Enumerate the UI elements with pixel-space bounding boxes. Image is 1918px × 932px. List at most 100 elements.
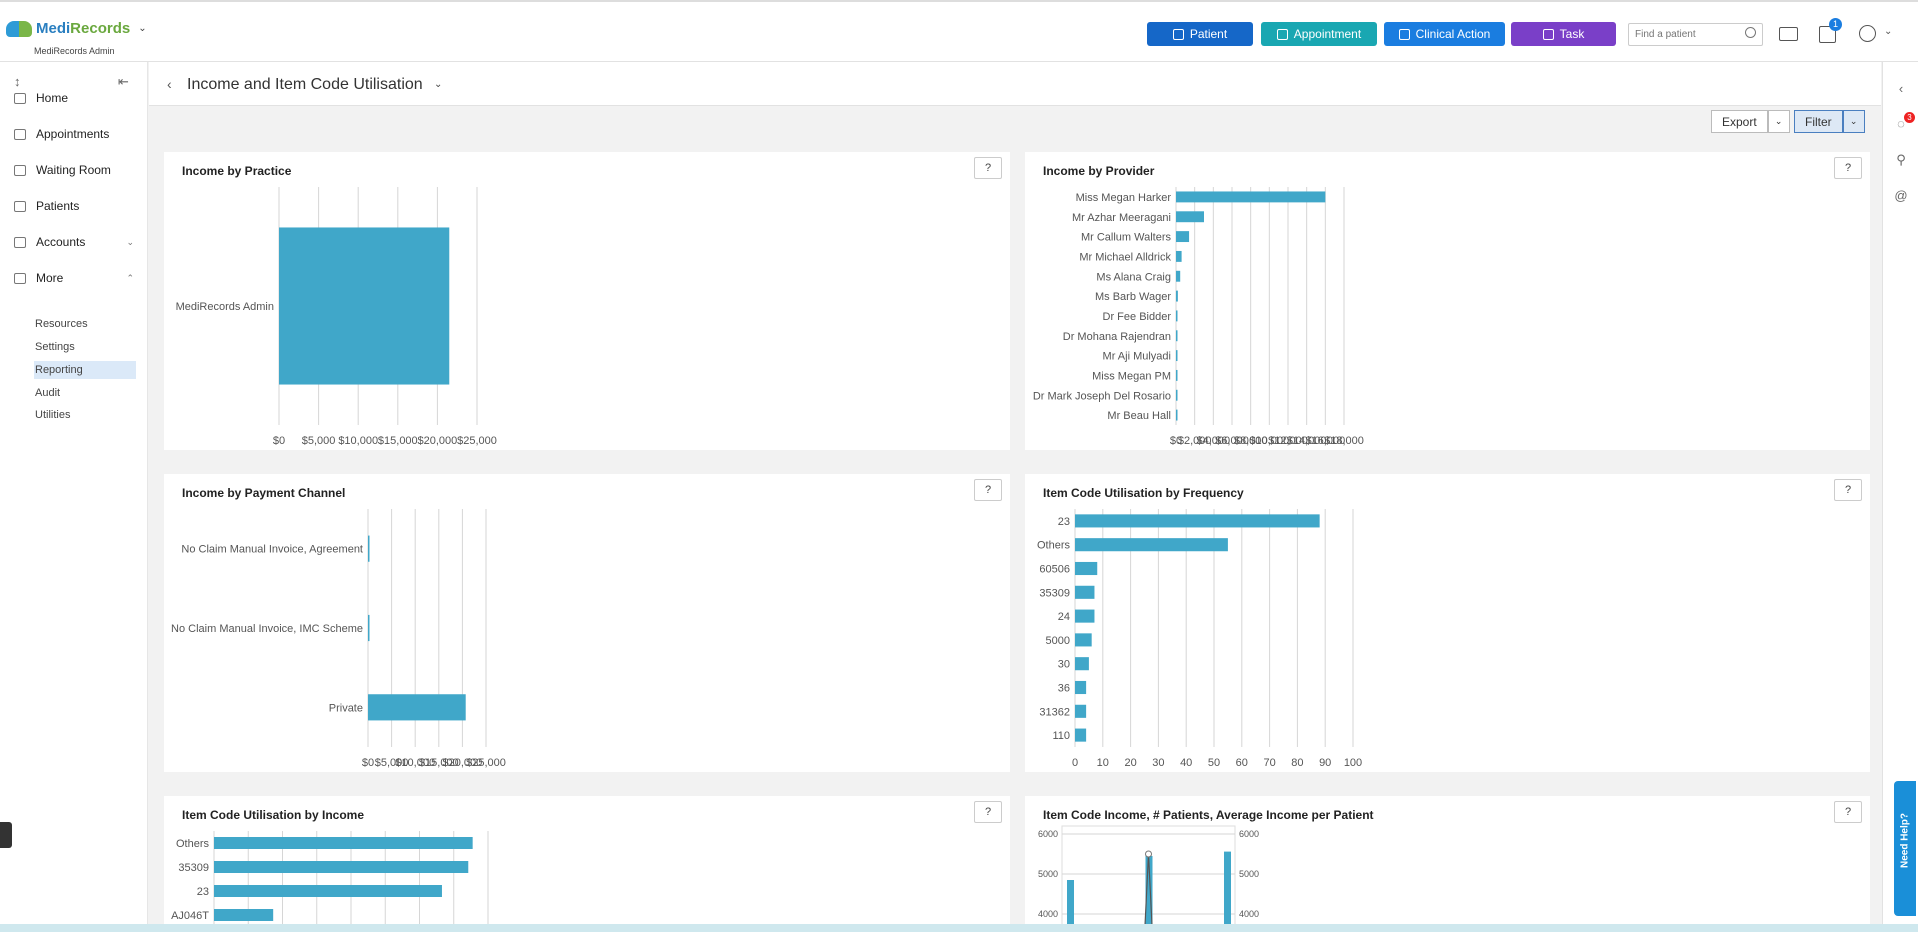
- bar: [1176, 290, 1178, 302]
- category-label: Miss Megan Harker: [1076, 192, 1172, 204]
- task-button[interactable]: Task: [1511, 22, 1616, 46]
- need-help-tab[interactable]: Need Help?: [1894, 781, 1916, 916]
- clinical-action-label: Clinical Action: [1415, 27, 1491, 41]
- chat-icon[interactable]: ◌: [1897, 116, 1905, 131]
- patient-search-input[interactable]: [1628, 23, 1763, 46]
- tick-label: $25,000: [466, 757, 506, 769]
- bar: [1176, 389, 1178, 401]
- patient-button[interactable]: Patient: [1147, 22, 1253, 46]
- tick-label: $25,000: [457, 435, 497, 447]
- tick-label: $15,000: [378, 435, 418, 447]
- tick-label: 60: [1236, 757, 1248, 769]
- sidebar-more-label: More: [36, 271, 64, 285]
- tick-label: $15,000: [419, 757, 459, 769]
- tick-label: 20: [1124, 757, 1136, 769]
- bar: [1075, 657, 1089, 671]
- help-button[interactable]: ?: [1834, 157, 1862, 179]
- tick-label: 50: [1208, 757, 1220, 769]
- bar: [1176, 191, 1326, 203]
- chart-income-by-practice: MediRecords Admin$0 $5,000 $10,000 $15,000 $…: [176, 187, 497, 447]
- tick-label: $10,000: [338, 435, 378, 447]
- sidebar-sub-settings[interactable]: Settings: [35, 341, 75, 353]
- tick-label: 90: [1319, 757, 1331, 769]
- sidebar-item-home[interactable]: Home: [0, 86, 148, 110]
- help-button[interactable]: ?: [974, 479, 1002, 501]
- y-tick-left: 5000: [1038, 869, 1058, 879]
- page-title[interactable]: Income and Item Code Utilisation: [187, 76, 423, 93]
- panel-income-by-payment-channel: Income by Payment Channel ? No Claim Man…: [164, 474, 1010, 772]
- resize-vertical-icon[interactable]: ↕: [14, 74, 21, 89]
- tick-label: $8,000: [1234, 435, 1268, 447]
- tick-label: $12,000: [1268, 435, 1308, 447]
- app-logo[interactable]: MediRecords ⌄: [6, 20, 147, 37]
- sidebar-item-waiting-room[interactable]: Waiting Room: [0, 158, 148, 182]
- back-chevron-icon[interactable]: ‹: [167, 76, 172, 92]
- title-chevron-down-icon[interactable]: ⌄: [434, 79, 443, 90]
- chevron-up-icon: ⌃: [126, 272, 134, 283]
- tick-label: $0: [1170, 435, 1182, 447]
- appointment-button[interactable]: Appointment: [1261, 22, 1377, 46]
- bar: [1075, 538, 1228, 552]
- bar: [1176, 350, 1178, 362]
- mail-icon[interactable]: [1779, 27, 1798, 41]
- app-name: MediRecords: [36, 20, 130, 37]
- bar: [1176, 310, 1178, 322]
- y-tick-right: 4000: [1239, 909, 1259, 919]
- category-label: 30: [1058, 659, 1070, 671]
- panel-item-code-combo: Item Code Income, # Patients, Average In…: [1025, 796, 1870, 924]
- sidebar-sub-utilities[interactable]: Utilities: [35, 409, 71, 421]
- category-label: Mr Callum Walters: [1081, 232, 1172, 244]
- category-label: Dr Mohana Rajendran: [1063, 331, 1171, 343]
- bar: [1075, 680, 1087, 695]
- y-tick-right: 5000: [1239, 869, 1259, 879]
- user-avatar-icon[interactable]: [1859, 25, 1876, 42]
- y-tick-right: 6000: [1239, 829, 1259, 839]
- category-label: Mr Aji Mulyadi: [1103, 351, 1171, 363]
- sidebar-sub-reporting[interactable]: Reporting: [34, 361, 136, 379]
- expand-panel-icon[interactable]: ‹: [1898, 81, 1904, 96]
- sidebar-item-appointments[interactable]: Appointments: [0, 122, 148, 146]
- sidebar-appointments-label: Appointments: [36, 127, 110, 141]
- sidebar-sub-audit[interactable]: Audit: [35, 387, 61, 399]
- calendar-icon: [1276, 28, 1288, 40]
- patient-button-label: Patient: [1189, 27, 1228, 41]
- tick-label: $5,000: [302, 435, 336, 447]
- home-icon: [14, 92, 26, 104]
- help-button[interactable]: ?: [1834, 801, 1862, 823]
- mention-icon[interactable]: @: [1894, 188, 1908, 203]
- chevron-down-icon[interactable]: ⌄: [138, 23, 147, 34]
- category-label: 23: [197, 886, 209, 898]
- clipboard-icon: [1542, 28, 1554, 40]
- bar: [214, 885, 442, 897]
- tick-label: 0: [1072, 757, 1078, 769]
- tick-label: $10,000: [395, 757, 435, 769]
- chart-item-code-combo: 6000 5000 4000 6000 5000 4000: [1038, 825, 1259, 924]
- tick-label: $0: [362, 757, 374, 769]
- search-icon[interactable]: [1745, 27, 1756, 38]
- filter-button[interactable]: Filter: [1794, 110, 1843, 133]
- pin-icon[interactable]: ⚲: [1896, 152, 1906, 167]
- sidebar-item-accounts[interactable]: Accounts ⌄: [0, 230, 148, 254]
- folder-open-icon: [14, 272, 26, 284]
- briefcase-icon: [1398, 28, 1410, 40]
- clinical-action-button[interactable]: Clinical Action: [1384, 22, 1505, 46]
- export-dropdown-icon[interactable]: ⌄: [1767, 110, 1790, 133]
- sidebar-item-patients[interactable]: Patients: [0, 194, 148, 218]
- panel-title: Income by Practice: [182, 164, 292, 178]
- chart-item-code-frequency: 23 Others 60506 35309 24 5000 30 36 31362 110 0 10 2…: [1037, 509, 1362, 769]
- collapse-sidebar-icon[interactable]: ⇤: [118, 74, 129, 89]
- tick-label: 10: [1097, 757, 1109, 769]
- help-button[interactable]: ?: [974, 157, 1002, 179]
- sidebar-sub-resources[interactable]: Resources: [35, 318, 88, 330]
- help-button[interactable]: ?: [1834, 479, 1862, 501]
- left-edge-tab[interactable]: [0, 822, 12, 848]
- sidebar-item-more[interactable]: More ⌃: [0, 266, 148, 290]
- tasks-calendar-icon[interactable]: [1819, 26, 1836, 43]
- category-label: Ms Barb Wager: [1095, 291, 1171, 303]
- panel-title: Item Code Income, # Patients, Average In…: [1043, 808, 1374, 822]
- filter-dropdown-icon[interactable]: ⌄: [1842, 110, 1865, 133]
- bar: [1075, 728, 1087, 742]
- user-chevron-down-icon[interactable]: ⌄: [1884, 26, 1893, 37]
- help-button[interactable]: ?: [974, 801, 1002, 823]
- export-button[interactable]: Export: [1711, 110, 1768, 133]
